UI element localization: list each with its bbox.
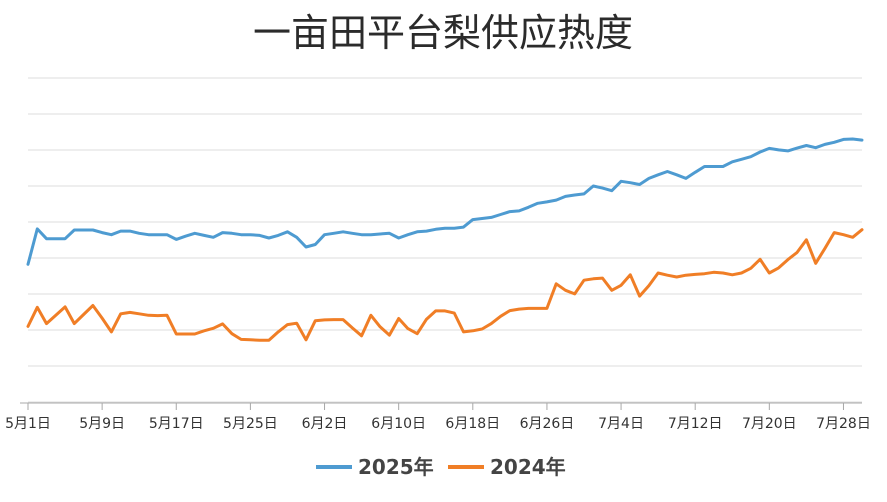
x-axis: 5月1日 5月9日 5月17日 5月25日 6月2日 6月10日 6月18日 6月26日 7月4… — [5, 402, 871, 432]
x-tick-label: 5月9日 — [79, 416, 125, 432]
series-line-2025年 — [26, 137, 864, 266]
legend-label: 2025年 — [358, 455, 434, 479]
gridlines — [28, 77, 862, 403]
x-tick-label: 7月4日 — [598, 416, 644, 432]
x-tick-label: 6月2日 — [302, 416, 348, 432]
series-line-2024年 — [26, 228, 864, 342]
x-tick-label: 5月1日 — [5, 416, 51, 432]
x-tick-label: 7月12日 — [668, 416, 723, 432]
x-tick-label: 5月17日 — [149, 416, 204, 432]
x-tick-label: 6月10日 — [371, 416, 426, 432]
chart-title: 一亩田平台梨供应热度 — [253, 11, 633, 55]
legend-label: 2024年 — [490, 455, 566, 479]
x-tick-label: 7月20日 — [742, 416, 797, 432]
series-lines — [26, 137, 864, 342]
x-tick-label: 5月25日 — [223, 416, 278, 432]
x-tick-label: 7月28日 — [816, 416, 871, 432]
legend: 2025年 2024年 — [316, 455, 566, 479]
x-tick-label: 6月26日 — [520, 416, 575, 432]
x-tick-label: 6月18日 — [445, 416, 500, 432]
